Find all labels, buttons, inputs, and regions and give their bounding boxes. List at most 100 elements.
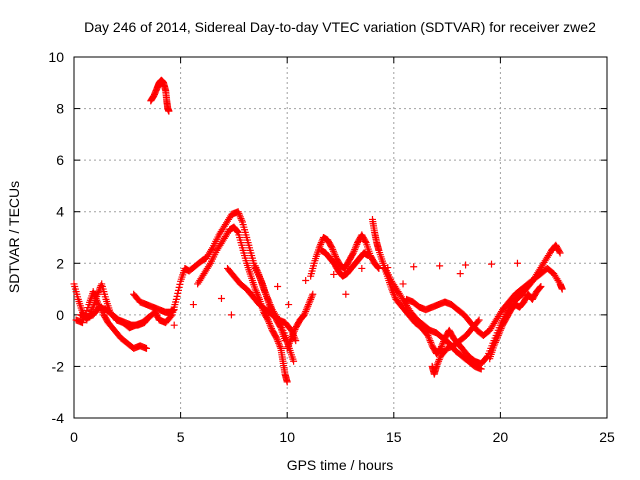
data-point [424, 331, 432, 339]
data-point [253, 289, 261, 297]
data-point [328, 244, 336, 252]
data-point [273, 336, 281, 344]
data-point [435, 356, 443, 364]
data-point [174, 286, 182, 294]
series-track-N [403, 264, 566, 339]
data-point [262, 290, 270, 298]
data-point [263, 315, 271, 323]
data-point [234, 208, 242, 216]
data-point [173, 292, 181, 300]
y-tick-label: -2 [52, 358, 65, 374]
data-point [425, 335, 433, 343]
data-point [316, 242, 324, 250]
data-point [436, 262, 444, 270]
data-point [90, 289, 98, 297]
data-point [456, 270, 464, 278]
series-track-K [317, 246, 372, 280]
data-point [477, 365, 485, 373]
data-point [94, 289, 102, 297]
data-point [286, 338, 294, 346]
data-point [263, 294, 271, 302]
series-track-D [130, 290, 178, 316]
data-point [389, 289, 397, 297]
data-point [349, 249, 357, 257]
series-track-P [486, 282, 545, 363]
y-axis-label: SDTVAR / TECUs [6, 181, 22, 293]
data-point [427, 338, 435, 346]
data-point [304, 302, 312, 310]
data-point [267, 323, 275, 331]
data-point [303, 304, 311, 312]
data-point [361, 237, 369, 245]
data-point [496, 328, 504, 336]
data-point [285, 301, 293, 309]
data-point [435, 357, 443, 365]
data-point [425, 333, 433, 341]
data-point [275, 341, 283, 349]
data-point [264, 295, 272, 303]
data-point [266, 301, 274, 309]
data-point [83, 307, 91, 315]
data-point [290, 329, 298, 337]
data-point [331, 251, 339, 259]
data-point [497, 325, 505, 333]
x-tick-label: 10 [279, 429, 295, 445]
data-point [350, 247, 358, 255]
data-point [388, 287, 396, 295]
data-point [252, 287, 260, 295]
data-point [302, 306, 310, 314]
data-point [491, 340, 499, 348]
data-point [91, 293, 99, 301]
data-point [474, 317, 482, 325]
data-point [275, 339, 283, 347]
series-track-H [251, 262, 298, 365]
data-point [283, 378, 291, 386]
data-point [375, 264, 383, 272]
y-tick-label: 6 [56, 152, 64, 168]
data-point [145, 313, 153, 321]
data-point [433, 361, 441, 369]
data-point [498, 323, 506, 331]
data-point [172, 295, 180, 303]
data-point [410, 263, 418, 271]
series-track-F [194, 223, 291, 386]
data-point [273, 334, 281, 342]
data-point [373, 263, 381, 271]
data-point [268, 325, 276, 333]
data-point [426, 337, 434, 345]
data-point [483, 353, 491, 361]
plot-frame [73, 56, 608, 419]
data-point [330, 270, 338, 278]
data-point [265, 299, 273, 307]
y-tick-label: 4 [56, 204, 64, 220]
x-tick-label: 15 [386, 429, 402, 445]
data-point [556, 249, 564, 257]
y-tick-label: 10 [48, 49, 64, 65]
data-point [399, 280, 407, 288]
grid [74, 57, 607, 418]
data-point [227, 311, 235, 319]
data-point [291, 325, 299, 333]
data-point [285, 341, 293, 349]
data-point [189, 301, 197, 309]
data-point [390, 290, 398, 298]
data-point [535, 284, 543, 292]
data-point [274, 314, 282, 322]
data-point [309, 290, 317, 298]
data-point [432, 362, 440, 370]
data-point [462, 261, 470, 269]
data-point [536, 283, 544, 291]
data-point [308, 292, 316, 300]
data-point [265, 297, 273, 305]
x-tick-label: 25 [599, 429, 615, 445]
data-point [317, 240, 325, 248]
data-point [358, 264, 366, 272]
data-point [263, 292, 271, 300]
data-point [142, 344, 150, 352]
data-point [491, 338, 499, 346]
data-point [251, 285, 259, 293]
data-point [235, 209, 243, 217]
data-point [374, 264, 382, 272]
axis-ticks: 0 5 10 15 20 25 -4 -2 0 2 4 6 8 10 [48, 49, 615, 445]
